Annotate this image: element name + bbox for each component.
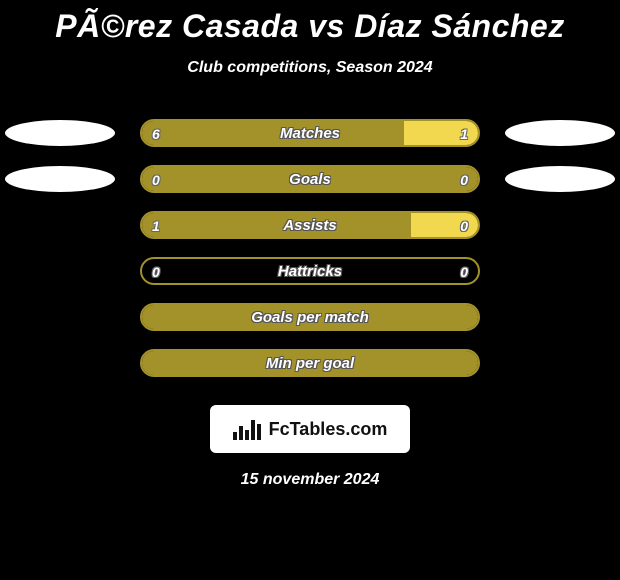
stat-rows-container: Matches61 Goals00 Assists10 Hattricks0 0 Goal…: [0, 117, 620, 393]
stat-bar-track: Matches61: [140, 119, 480, 147]
stat-bar-right-fill: [411, 213, 478, 237]
stat-value-right: 0: [460, 259, 468, 285]
stat-row: Goals00: [0, 163, 620, 209]
logo-badge: FcTables.com: [210, 405, 410, 453]
stat-bar-left-fill: [142, 121, 404, 145]
stat-bar-left-fill: [142, 167, 478, 191]
page-title: PÃ©rez Casada vs Díaz Sánchez: [0, 0, 620, 45]
stat-bar-left-fill: [142, 351, 478, 375]
player-left-marker: [5, 166, 115, 192]
stat-bar-track: Hattricks0 0: [140, 257, 480, 285]
subtitle: Club competitions, Season 2024: [0, 59, 620, 77]
stat-bar-track: Goals per match: [140, 303, 480, 331]
footer-date: 15 november 2024: [0, 471, 620, 489]
stat-row: Min per goal: [0, 347, 620, 393]
stat-row: Assists10: [0, 209, 620, 255]
stat-label: Hattricks: [142, 259, 478, 285]
player-right-marker: [505, 166, 615, 192]
stat-bar-left-fill: [142, 305, 478, 329]
stat-bar-track: Assists10: [140, 211, 480, 239]
logo-text: FcTables.com: [269, 419, 388, 440]
player-left-marker: [5, 120, 115, 146]
stat-bar-left-fill: [142, 213, 411, 237]
stat-bar-track: Goals00: [140, 165, 480, 193]
stat-bar-right-fill: [404, 121, 478, 145]
stat-row: Goals per match: [0, 301, 620, 347]
player-right-marker: [505, 120, 615, 146]
stat-row: Hattricks0 0: [0, 255, 620, 301]
logo-bars-icon: [233, 418, 261, 440]
stat-bar-track: Min per goal: [140, 349, 480, 377]
stat-row: Matches61: [0, 117, 620, 163]
stat-value-left: 0: [152, 259, 160, 285]
